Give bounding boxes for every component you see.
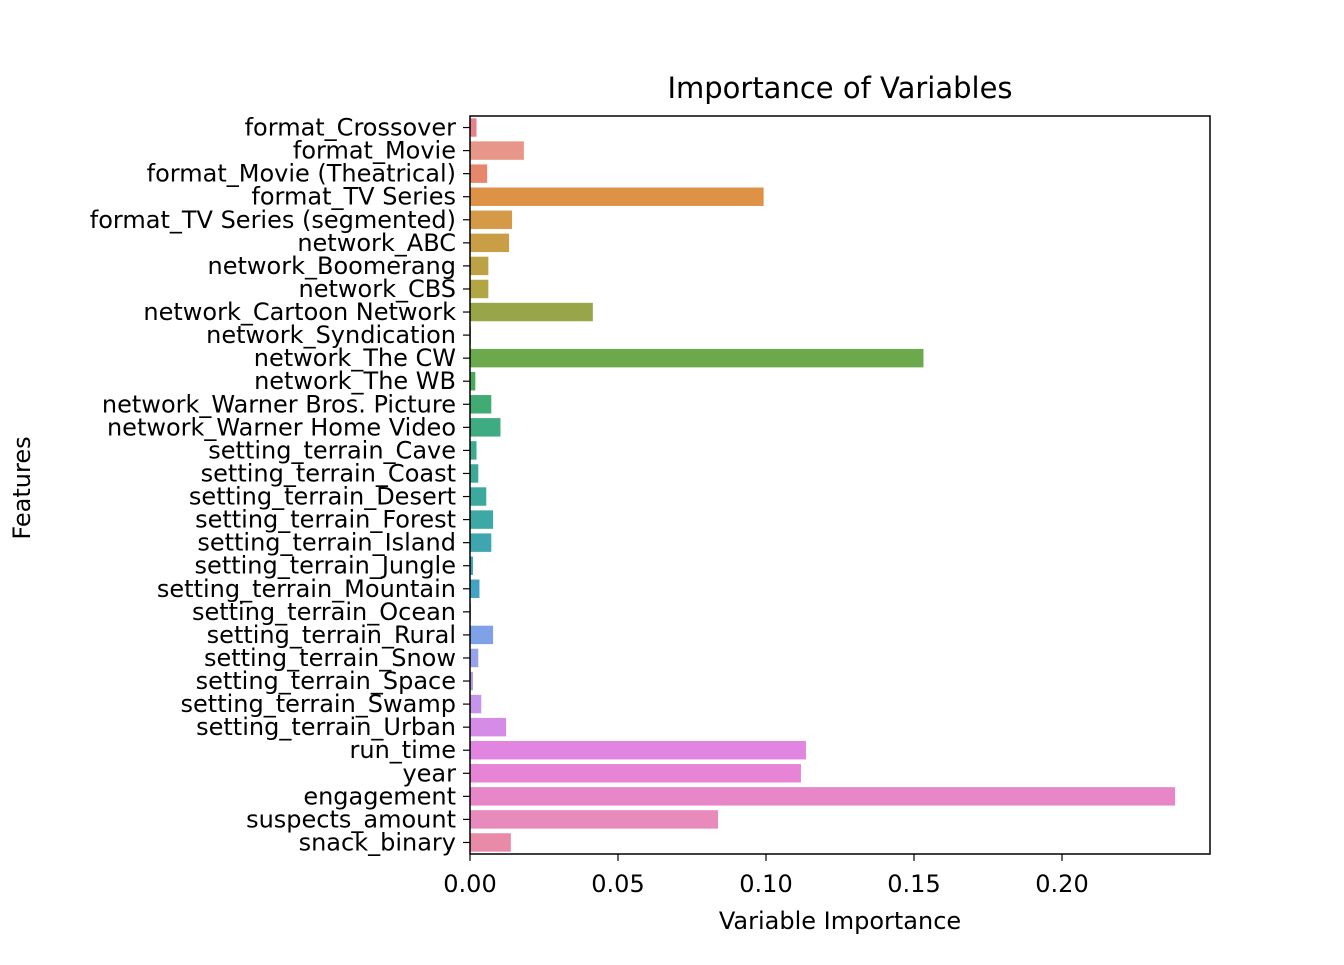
y-tick-label: setting_terrain_Ocean xyxy=(192,598,456,626)
x-axis: 0.00 0.05 0.10 0.15 0.20 xyxy=(443,854,1089,898)
y-tick-label: setting_terrain_Snow xyxy=(204,644,456,672)
plot-frame xyxy=(469,115,1211,855)
y-tick-label: network_Warner Home Video xyxy=(107,413,456,441)
bar-25 xyxy=(470,694,482,714)
y-tick-label: run_time xyxy=(349,736,456,764)
bar-14 xyxy=(470,441,477,460)
bar-4 xyxy=(470,210,513,230)
x-tick-label: 0.05 xyxy=(591,870,644,898)
y-tick-label: network_ABC xyxy=(297,229,456,257)
y-axis: format_Crossoverformat_Movieformat_Movie… xyxy=(90,114,470,856)
bar-24 xyxy=(470,671,473,691)
y-tick-label: network_The WB xyxy=(254,367,456,395)
bar-7 xyxy=(470,279,489,299)
bar-19 xyxy=(470,556,473,575)
bar-17 xyxy=(470,510,494,529)
bar-23 xyxy=(470,648,479,668)
y-tick-label: setting_terrain_Rural xyxy=(207,621,456,649)
y-tick-label: network_The CW xyxy=(254,344,456,372)
bar-12 xyxy=(470,395,492,414)
y-tick-label: setting_terrain_Space xyxy=(196,667,456,695)
bar-10 xyxy=(470,348,924,368)
y-tick-label: engagement xyxy=(303,782,456,810)
x-tick-label: 0.15 xyxy=(887,870,940,898)
y-tick-label: format_Crossover xyxy=(245,114,457,142)
bar-16 xyxy=(470,487,487,506)
x-axis-label: Variable Importance xyxy=(719,907,961,935)
y-axis-label: Features xyxy=(8,436,36,539)
y-tick-label: format_TV Series (segmented) xyxy=(90,206,456,234)
bar-13 xyxy=(470,418,501,437)
bar-20 xyxy=(470,579,480,599)
y-tick-label: setting_terrain_Island xyxy=(197,529,456,557)
chart-title: Importance of Variables xyxy=(667,71,1012,105)
bar-15 xyxy=(470,464,479,483)
bar-11 xyxy=(470,371,476,391)
y-tick-label: format_TV Series xyxy=(251,183,456,211)
bar-5 xyxy=(470,233,510,253)
y-tick-label: format_Movie (Theatrical) xyxy=(147,160,456,188)
bar-1 xyxy=(470,141,524,160)
y-tick-label: network_Cartoon Network xyxy=(143,298,456,326)
bar-26 xyxy=(470,717,507,737)
bar-0 xyxy=(470,118,477,137)
y-tick-label: setting_terrain_Swamp xyxy=(181,690,456,718)
y-tick-label: setting_terrain_Cave xyxy=(208,436,456,464)
bar-27 xyxy=(470,740,806,760)
bar-18 xyxy=(470,533,492,552)
y-tick-label: suspects_amount xyxy=(246,805,456,833)
y-tick-label: format_Movie xyxy=(293,137,456,165)
bar-29 xyxy=(470,787,1176,806)
y-tick-label: network_Boomerang xyxy=(208,252,456,280)
bar-2 xyxy=(470,164,488,183)
x-tick-label: 0.20 xyxy=(1035,870,1088,898)
y-tick-label: year xyxy=(402,759,456,787)
bars-layer xyxy=(470,118,1176,852)
bar-28 xyxy=(470,764,801,783)
x-tick-label: 0.10 xyxy=(739,870,792,898)
y-tick-label: snack_binary xyxy=(299,828,456,856)
bar-6 xyxy=(470,256,489,276)
y-tick-label: network_Warner Bros. Picture xyxy=(102,390,456,418)
y-tick-label: network_Syndication xyxy=(206,321,456,349)
y-tick-label: setting_terrain_Jungle xyxy=(195,552,456,580)
y-tick-label: setting_terrain_Forest xyxy=(195,506,456,534)
y-tick-label: setting_terrain_Mountain xyxy=(157,575,456,603)
y-tick-label: setting_terrain_Urban xyxy=(196,713,456,741)
y-tick-label: network_CBS xyxy=(299,275,457,303)
bar-8 xyxy=(470,302,593,322)
x-tick-label: 0.00 xyxy=(443,870,496,898)
y-tick-label: setting_terrain_Coast xyxy=(201,459,456,487)
bar-30 xyxy=(470,810,719,829)
y-tick-label: setting_terrain_Desert xyxy=(189,483,456,511)
bar-22 xyxy=(470,625,494,645)
bar-31 xyxy=(470,833,511,852)
bar-3 xyxy=(470,187,764,206)
